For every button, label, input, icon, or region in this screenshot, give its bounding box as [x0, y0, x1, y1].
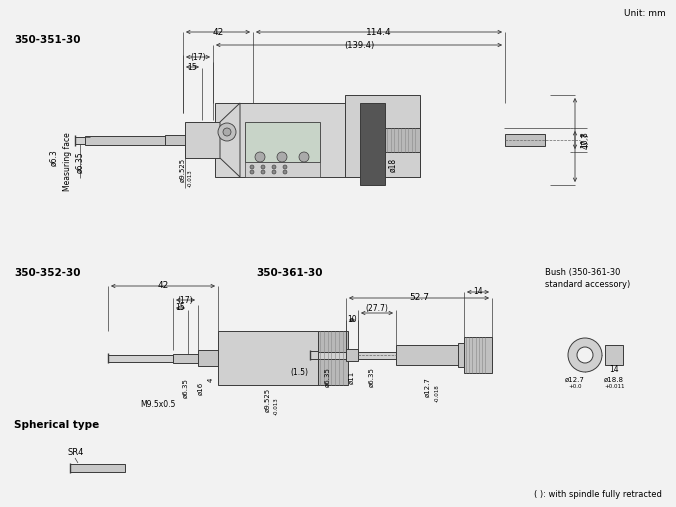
- Text: ø6.35: ø6.35: [183, 378, 189, 398]
- Text: 350-351-30: 350-351-30: [14, 35, 80, 45]
- Text: ø9.525: ø9.525: [180, 158, 186, 182]
- Text: (17): (17): [178, 296, 193, 305]
- Text: 4: 4: [208, 378, 214, 382]
- Circle shape: [568, 338, 602, 372]
- Text: 42: 42: [158, 281, 168, 291]
- Text: Bush (350-361-30: Bush (350-361-30: [545, 268, 621, 277]
- Bar: [215, 103, 420, 177]
- Circle shape: [272, 165, 276, 169]
- Text: ø18: ø18: [389, 158, 397, 172]
- Text: standard accessory): standard accessory): [545, 280, 630, 289]
- Bar: [358, 351, 396, 358]
- Polygon shape: [220, 103, 240, 177]
- Bar: [165, 135, 195, 145]
- Circle shape: [277, 152, 287, 162]
- Bar: [360, 103, 385, 185]
- Text: ø18.8: ø18.8: [604, 377, 624, 383]
- Text: Spherical type: Spherical type: [14, 420, 99, 430]
- Text: 15: 15: [176, 304, 185, 312]
- Text: ( ): with spindle fully retracted: ( ): with spindle fully retracted: [534, 490, 662, 499]
- Circle shape: [223, 128, 231, 136]
- Text: (139.4): (139.4): [344, 41, 374, 50]
- Text: 10: 10: [347, 315, 357, 324]
- Bar: [218, 331, 318, 385]
- Text: (17): (17): [190, 53, 206, 61]
- Text: ø12.7: ø12.7: [565, 377, 585, 383]
- Text: +0.0: +0.0: [569, 383, 582, 388]
- Text: (27.7): (27.7): [366, 304, 389, 312]
- Text: ø12.7: ø12.7: [425, 377, 431, 397]
- Text: Unit: mm: Unit: mm: [624, 9, 666, 18]
- Bar: [245, 162, 320, 177]
- Bar: [505, 134, 545, 146]
- Bar: [70, 464, 125, 472]
- Text: ø11: ø11: [349, 371, 355, 384]
- Text: ø6.35: ø6.35: [76, 151, 84, 173]
- Bar: [464, 337, 492, 373]
- Bar: [310, 351, 318, 359]
- Text: 14: 14: [609, 366, 619, 375]
- Circle shape: [261, 170, 265, 174]
- Text: Measuring face: Measuring face: [62, 133, 72, 191]
- Bar: [385, 128, 420, 152]
- Text: SR4: SR4: [67, 448, 83, 457]
- Text: 114.4: 114.4: [366, 27, 392, 37]
- Bar: [85, 135, 165, 144]
- Bar: [185, 122, 220, 158]
- Circle shape: [218, 123, 236, 141]
- Text: -0.013: -0.013: [274, 397, 279, 415]
- Bar: [605, 345, 623, 365]
- Bar: [75, 136, 215, 143]
- Text: 15: 15: [188, 62, 197, 71]
- Text: ø6.3: ø6.3: [49, 150, 59, 166]
- Text: 14: 14: [473, 287, 483, 297]
- Bar: [245, 122, 320, 162]
- Circle shape: [250, 170, 254, 174]
- Text: ø6.35: ø6.35: [325, 367, 331, 387]
- Text: ø9.525: ø9.525: [265, 388, 271, 412]
- Circle shape: [255, 152, 265, 162]
- Bar: [318, 351, 346, 358]
- Text: 350-361-30: 350-361-30: [256, 268, 322, 278]
- Bar: [318, 331, 348, 385]
- Text: 42: 42: [212, 27, 224, 37]
- Text: 52.7: 52.7: [409, 294, 429, 303]
- Text: ø16: ø16: [198, 381, 204, 394]
- Bar: [108, 354, 173, 361]
- Bar: [173, 353, 198, 363]
- Text: (1.5): (1.5): [290, 369, 308, 378]
- Text: +0.011: +0.011: [604, 383, 625, 388]
- Circle shape: [250, 165, 254, 169]
- Text: 350-352-30: 350-352-30: [14, 268, 80, 278]
- Bar: [458, 343, 464, 367]
- Bar: [396, 345, 464, 365]
- Text: 10.8: 10.8: [581, 132, 589, 149]
- Text: 47.7: 47.7: [581, 131, 591, 149]
- Bar: [198, 350, 218, 366]
- Circle shape: [283, 165, 287, 169]
- Circle shape: [283, 170, 287, 174]
- Circle shape: [272, 170, 276, 174]
- Text: ø6.35: ø6.35: [369, 367, 375, 387]
- Text: -0.013: -0.013: [187, 169, 193, 187]
- Circle shape: [299, 152, 309, 162]
- Text: M9.5x0.5: M9.5x0.5: [141, 400, 176, 409]
- Text: -0.018: -0.018: [435, 384, 439, 402]
- Circle shape: [577, 347, 593, 363]
- Bar: [346, 349, 358, 361]
- Bar: [345, 95, 420, 177]
- Circle shape: [261, 165, 265, 169]
